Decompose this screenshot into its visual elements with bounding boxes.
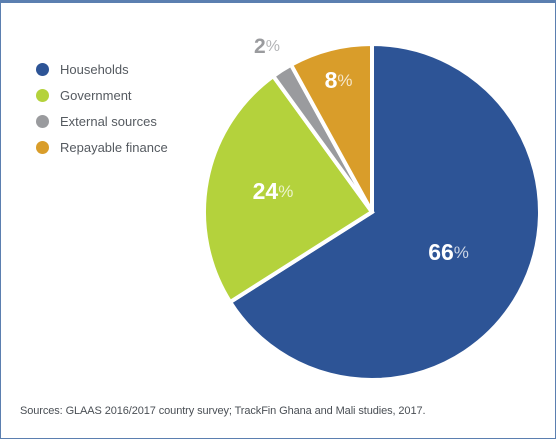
legend-label-external-sources: External sources: [60, 113, 157, 129]
legend-label-households: Households: [60, 61, 129, 77]
legend-item-households: Households: [36, 56, 168, 82]
source-note: Sources: GLAAS 2016/2017 country survey;…: [20, 405, 426, 417]
slice-label-percent-external-sources: %: [266, 38, 280, 55]
legend-item-government: Government: [36, 82, 168, 108]
slice-label-government: 24%: [253, 178, 294, 204]
slice-label-repayable-finance: 8%: [325, 67, 353, 93]
slice-label-percent-repayable-finance: %: [337, 71, 352, 90]
legend-swatch-government: [36, 88, 49, 102]
pie-slice-government: [202, 73, 375, 305]
slice-label-value-government: 24: [253, 178, 279, 204]
legend: Households Government External sources R…: [36, 56, 168, 160]
legend-swatch-repayable-finance: [36, 140, 49, 154]
legend-label-government: Government: [60, 87, 132, 103]
slice-label-value-external-sources: 2: [254, 35, 266, 58]
slice-label-percent-households: %: [454, 244, 469, 263]
legend-item-external-sources: External sources: [36, 108, 168, 134]
slice-label-value-households: 66: [428, 239, 454, 265]
legend-swatch-external-sources: [36, 114, 49, 128]
pie-slice-repayable-finance: [288, 41, 374, 213]
slice-label-percent-government: %: [278, 183, 293, 202]
slice-label-value-repayable-finance: 8: [325, 67, 338, 93]
legend-item-repayable-finance: Repayable finance: [36, 134, 168, 160]
legend-label-repayable-finance: Repayable finance: [60, 139, 168, 155]
slice-label-households: 66%: [428, 239, 469, 265]
pie-slice-households: [227, 41, 542, 382]
slice-label-external-sources: 2%: [254, 35, 280, 58]
top-border: [0, 0, 556, 3]
legend-swatch-households: [36, 62, 49, 76]
